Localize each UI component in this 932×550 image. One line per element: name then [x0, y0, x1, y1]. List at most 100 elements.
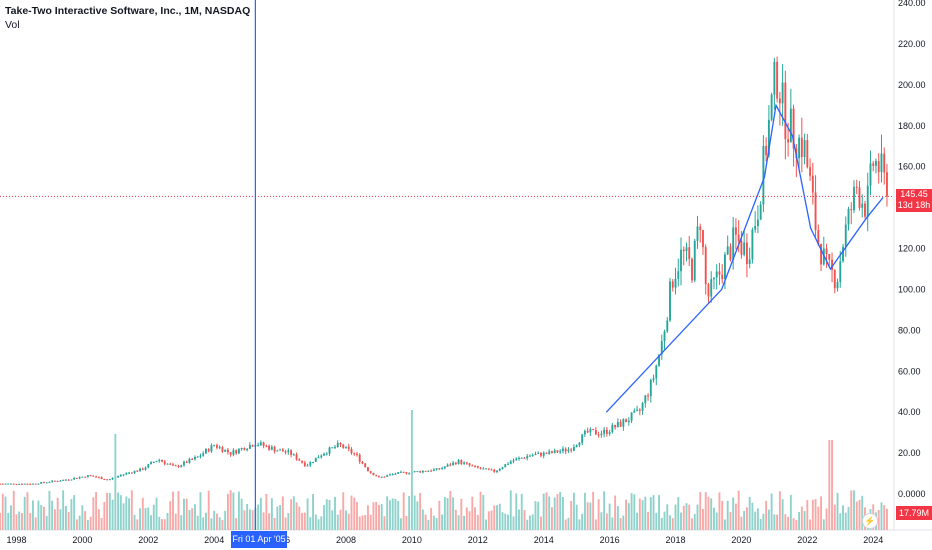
volume-bar [372, 502, 375, 530]
candle-body [32, 483, 34, 485]
candle-body [166, 463, 169, 465]
volume-bar [487, 511, 490, 530]
volume-bar [106, 492, 109, 530]
volume-bar [161, 519, 163, 530]
volume-bar [59, 509, 62, 530]
candle-body [496, 470, 498, 473]
volume-bar [262, 512, 265, 530]
volume-bar [391, 498, 394, 530]
candle-body [397, 472, 400, 474]
volume-bar [345, 510, 347, 530]
volume-bar [518, 509, 520, 530]
volume-bar [850, 490, 853, 530]
volume-bar [410, 410, 413, 530]
volume-bar [194, 504, 196, 530]
candle-body [880, 153, 883, 173]
volume-bar [70, 499, 73, 530]
candle-body [435, 468, 438, 470]
candle-body [721, 274, 724, 279]
volume-bar [622, 515, 625, 530]
volume-bar [468, 511, 471, 530]
candle-body [213, 445, 216, 447]
candle-body [751, 229, 754, 260]
candle-body [886, 172, 888, 197]
candle-body [323, 453, 325, 456]
candle-body [78, 477, 81, 479]
candle-body [287, 450, 290, 453]
volume-bar [649, 497, 652, 530]
volume-bar [23, 496, 26, 530]
volume-bar [691, 518, 693, 530]
candle-body [51, 480, 54, 483]
candle-body [295, 454, 298, 460]
volume-bar [268, 513, 271, 530]
volume-bar [789, 494, 792, 530]
candle-body [125, 472, 128, 475]
volume-bar [34, 517, 37, 530]
volume-bar [320, 516, 323, 530]
candle-body [183, 461, 185, 466]
volume-bar [509, 490, 512, 530]
volume-bar [45, 516, 48, 530]
candle-body [383, 476, 386, 478]
candle-body [290, 450, 293, 455]
candle-body [70, 479, 73, 481]
candle-body [754, 226, 757, 230]
volume-bar [537, 501, 540, 530]
volume-bar [883, 505, 886, 530]
candle-body [325, 453, 328, 455]
candle-body [817, 230, 820, 245]
volume-bar [240, 498, 243, 530]
volume-bar [718, 492, 721, 530]
lightning-icon[interactable]: ⚡ [862, 513, 878, 529]
candle-body [353, 453, 356, 455]
candle-body [229, 452, 232, 455]
volume-bar [570, 500, 573, 530]
candle-body [798, 137, 801, 159]
candle-body [537, 452, 540, 454]
volume-bar [594, 519, 597, 530]
candle-body [575, 445, 578, 447]
volume-bar [773, 514, 776, 530]
candle-body [394, 473, 397, 475]
volume-bar [224, 510, 227, 530]
volume-bar [540, 516, 542, 530]
candle-body [95, 476, 98, 478]
candle-body [781, 82, 784, 104]
candle-body [770, 94, 773, 120]
volume-bar [745, 507, 748, 530]
volume-bar [655, 512, 658, 530]
candle-body [155, 460, 158, 463]
volume-bar [446, 498, 449, 530]
volume-bar [75, 519, 78, 530]
candle-body [545, 452, 548, 454]
x-tick-label: 2014 [534, 535, 554, 545]
candle-body [262, 442, 265, 446]
volume-bar [663, 511, 666, 530]
candle-body [449, 464, 452, 466]
volume-bar [51, 500, 54, 530]
candle-body [600, 433, 603, 436]
volume-bar [202, 517, 205, 530]
volume-bar [86, 519, 89, 530]
volume-bar [776, 514, 779, 530]
candle-body [630, 412, 633, 421]
candle-body [177, 465, 180, 467]
candle-body [438, 468, 441, 470]
candle-body [133, 470, 136, 474]
volume-bar [276, 506, 279, 530]
volume-bar [633, 494, 636, 530]
candle-body [97, 477, 100, 479]
volume-bar [158, 516, 161, 530]
candle-body [284, 451, 287, 453]
volume-bar [575, 504, 578, 530]
volume-bar [498, 503, 501, 530]
volume-bar [526, 519, 529, 530]
volume-bar [839, 513, 842, 530]
last-volume-tag: 17.79M [896, 506, 932, 520]
volume-bar [619, 518, 622, 530]
volume-bar [493, 505, 496, 530]
candle-body [647, 395, 650, 397]
candle-body [328, 447, 331, 454]
